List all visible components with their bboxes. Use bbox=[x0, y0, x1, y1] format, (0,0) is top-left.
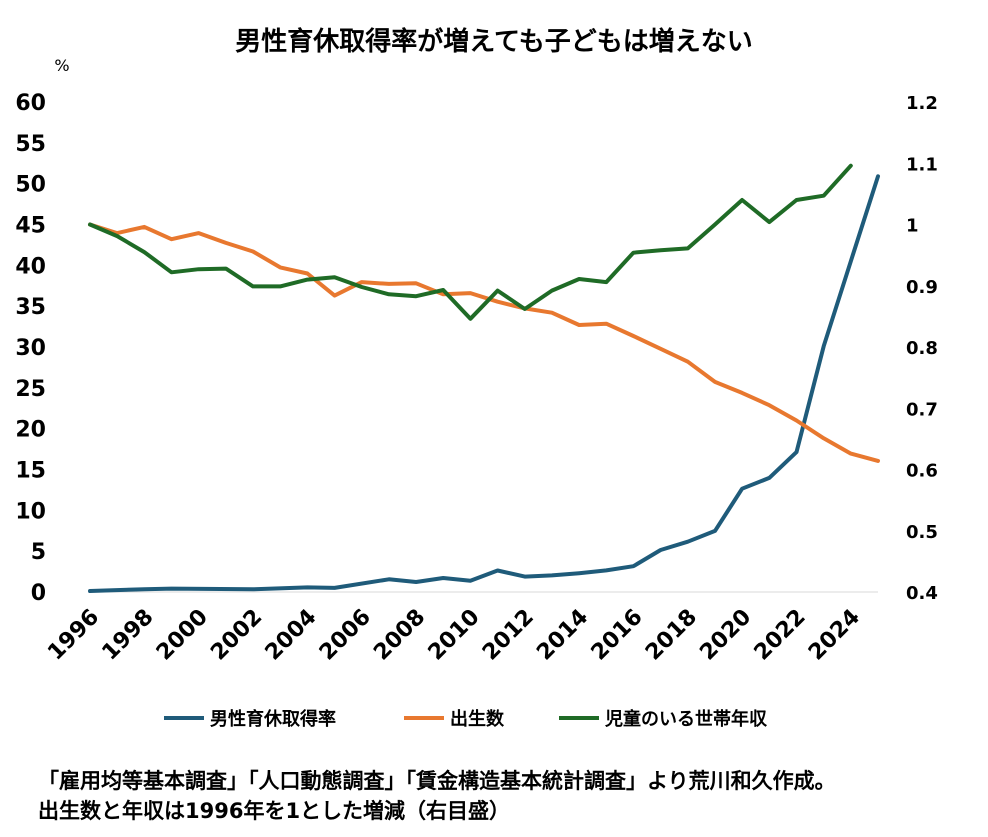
y-tick-label: 25 bbox=[15, 377, 46, 402]
y-tick-label: 10 bbox=[15, 499, 46, 524]
x-tick-label: 2024 bbox=[804, 605, 865, 666]
series-line-2 bbox=[88, 163, 853, 321]
x-tick-label: 2008 bbox=[369, 605, 430, 666]
y-tick-label: 40 bbox=[15, 254, 46, 279]
y-tick-label: 35 bbox=[15, 295, 46, 320]
x-tick-label: 2002 bbox=[206, 605, 267, 666]
y2-tick-label: 0.4 bbox=[906, 583, 938, 604]
y-tick-label: 55 bbox=[15, 132, 46, 157]
x-tick-label: 2004 bbox=[261, 605, 322, 666]
y-tick-label: 60 bbox=[15, 91, 46, 116]
y-tick-label: 20 bbox=[15, 418, 46, 443]
y-tick-label: 5 bbox=[31, 540, 46, 565]
y2-tick-label: 1.1 bbox=[906, 154, 938, 175]
source-note: 「雇用均等基本調査」「人口動態調査」「賃金構造基本統計調査」より荒川和久作成。 bbox=[38, 769, 836, 793]
legend-label: 児童のいる世帯年収 bbox=[604, 708, 768, 730]
series-line-1 bbox=[88, 222, 880, 463]
x-tick-label: 2006 bbox=[315, 605, 376, 666]
x-tick-label: 2020 bbox=[695, 605, 756, 666]
y-tick-label: 0 bbox=[31, 581, 46, 606]
y-axis-right: 1.2 1.1 1 0.9 0.8 0.7 0.6 0.5 0.4 bbox=[906, 93, 938, 604]
x-tick-label: 2012 bbox=[478, 605, 539, 666]
x-tick-label: 1998 bbox=[98, 605, 159, 666]
legend: 男性育休取得率 出生数 児童のいる世帯年収 bbox=[164, 708, 768, 730]
y2-tick-label: 0.9 bbox=[906, 277, 938, 298]
legend-label: 男性育休取得率 bbox=[210, 708, 336, 730]
x-tick-label: 2010 bbox=[424, 605, 485, 666]
x-tick-label: 1996 bbox=[43, 605, 104, 666]
y2-tick-label: 1.2 bbox=[906, 93, 938, 114]
x-tick-label: 2022 bbox=[750, 605, 811, 666]
y2-tick-label: 1 bbox=[906, 216, 919, 237]
series-line-0 bbox=[88, 174, 880, 593]
x-tick-label: 2000 bbox=[152, 605, 213, 666]
chart-title: 男性育休取得率が増えても子どもは増えない bbox=[235, 26, 752, 57]
y2-tick-label: 0.7 bbox=[906, 399, 938, 420]
y-axis-unit: % bbox=[54, 56, 69, 75]
scale-note: 出生数と年収は1996年を1とした増減（右目盛） bbox=[38, 799, 511, 823]
x-axis: 1996199820002002200420062008201020122014… bbox=[43, 605, 865, 666]
y2-tick-label: 0.6 bbox=[906, 461, 938, 482]
y2-tick-label: 0.8 bbox=[906, 338, 938, 359]
plot-area bbox=[88, 163, 880, 593]
legend-label: 出生数 bbox=[450, 708, 505, 730]
y-tick-label: 50 bbox=[15, 173, 46, 198]
y-tick-label: 30 bbox=[15, 336, 46, 361]
x-tick-label: 2018 bbox=[641, 605, 702, 666]
x-tick-label: 2016 bbox=[587, 605, 648, 666]
y2-tick-label: 0.5 bbox=[906, 522, 938, 543]
y-tick-label: 15 bbox=[15, 459, 46, 484]
y-tick-label: 45 bbox=[15, 214, 46, 239]
x-tick-label: 2014 bbox=[532, 605, 593, 666]
